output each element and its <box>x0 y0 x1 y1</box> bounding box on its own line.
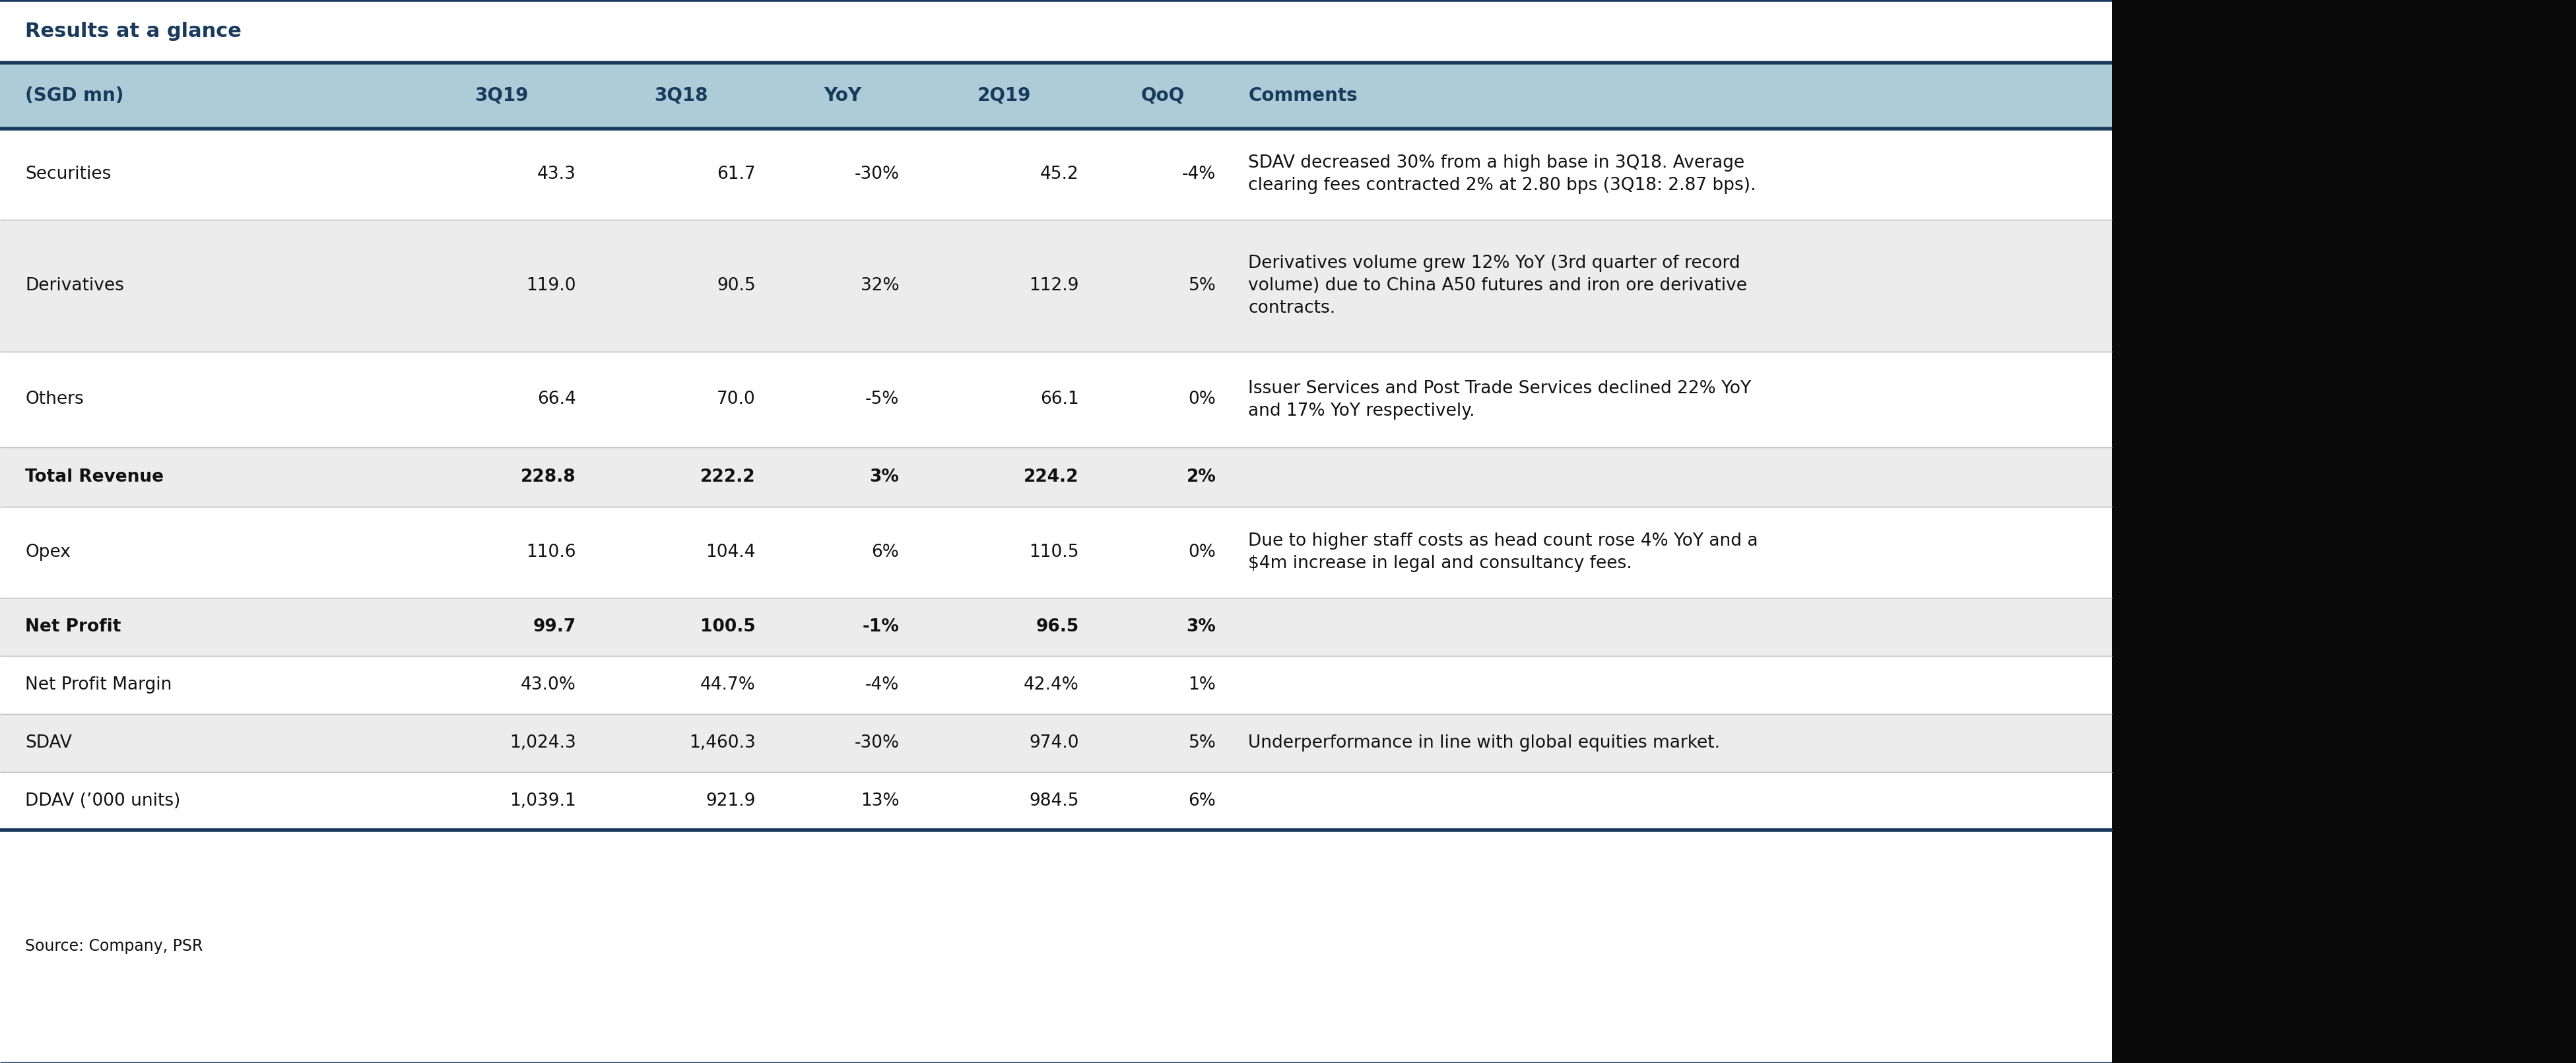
Bar <box>0 830 2112 1063</box>
Text: SDAV decreased 30% from a high base in 3Q18. Average
clearing fees contracted 2%: SDAV decreased 30% from a high base in 3… <box>1249 154 1757 193</box>
Text: 0%: 0% <box>1188 543 1216 561</box>
Text: 43.3: 43.3 <box>538 166 577 183</box>
Text: Source: Company, PSR: Source: Company, PSR <box>26 939 204 955</box>
Bar <box>0 656 2112 714</box>
Bar <box>0 220 2112 352</box>
Text: -4%: -4% <box>866 676 899 693</box>
Text: Derivatives: Derivatives <box>26 277 124 294</box>
Text: 1,024.3: 1,024.3 <box>510 735 577 752</box>
Text: 1,039.1: 1,039.1 <box>510 792 577 810</box>
Text: 61.7: 61.7 <box>716 166 755 183</box>
Text: 3Q19: 3Q19 <box>474 86 528 105</box>
Bar <box>0 772 2112 830</box>
Text: 1,460.3: 1,460.3 <box>688 735 755 752</box>
Text: QoQ: QoQ <box>1141 86 1185 105</box>
Text: 43.0%: 43.0% <box>520 676 577 693</box>
Text: 3%: 3% <box>871 469 899 486</box>
Text: 110.5: 110.5 <box>1028 543 1079 561</box>
Text: 110.6: 110.6 <box>526 543 577 561</box>
Text: 112.9: 112.9 <box>1028 277 1079 294</box>
Bar <box>0 448 2112 507</box>
Text: 42.4%: 42.4% <box>1023 676 1079 693</box>
Text: -5%: -5% <box>866 391 899 408</box>
Bar <box>0 352 2112 448</box>
Text: -1%: -1% <box>863 619 899 636</box>
Text: Net Profit Margin: Net Profit Margin <box>26 676 173 693</box>
Text: 44.7%: 44.7% <box>701 676 755 693</box>
Text: 2Q19: 2Q19 <box>976 86 1030 105</box>
Text: Net Profit: Net Profit <box>26 619 121 636</box>
Text: 70.0: 70.0 <box>716 391 755 408</box>
Text: 66.4: 66.4 <box>538 391 577 408</box>
Text: 6%: 6% <box>871 543 899 561</box>
Text: DDAV (’000 units): DDAV (’000 units) <box>26 792 180 810</box>
Text: -30%: -30% <box>855 166 899 183</box>
Text: 119.0: 119.0 <box>526 277 577 294</box>
Text: 5%: 5% <box>1188 735 1216 752</box>
Text: 224.2: 224.2 <box>1023 469 1079 486</box>
Text: SDAV: SDAV <box>26 735 72 752</box>
Text: 100.5: 100.5 <box>701 619 755 636</box>
Bar <box>0 507 2112 597</box>
Text: 921.9: 921.9 <box>706 792 755 810</box>
Text: 99.7: 99.7 <box>533 619 577 636</box>
Text: 5%: 5% <box>1188 277 1216 294</box>
Text: 45.2: 45.2 <box>1041 166 1079 183</box>
Text: Comments: Comments <box>1249 86 1358 105</box>
Text: 32%: 32% <box>860 277 899 294</box>
Text: Opex: Opex <box>26 543 70 561</box>
Text: Issuer Services and Post Trade Services declined 22% YoY
and 17% YoY respectivel: Issuer Services and Post Trade Services … <box>1249 379 1752 419</box>
Text: 66.1: 66.1 <box>1041 391 1079 408</box>
Text: -4%: -4% <box>1182 166 1216 183</box>
Bar <box>0 129 2112 220</box>
Text: 1%: 1% <box>1188 676 1216 693</box>
Text: Due to higher staff costs as head count rose 4% YoY and a
$4m increase in legal : Due to higher staff costs as head count … <box>1249 533 1759 572</box>
Text: Total Revenue: Total Revenue <box>26 469 165 486</box>
Bar <box>0 714 2112 772</box>
Text: -30%: -30% <box>855 735 899 752</box>
Text: 222.2: 222.2 <box>701 469 755 486</box>
Text: 974.0: 974.0 <box>1028 735 1079 752</box>
Bar <box>0 0 2112 63</box>
Text: 3Q18: 3Q18 <box>654 86 708 105</box>
Text: YoY: YoY <box>824 86 860 105</box>
Bar <box>0 597 2112 656</box>
Bar <box>0 63 2112 129</box>
Text: 90.5: 90.5 <box>716 277 755 294</box>
Text: 984.5: 984.5 <box>1028 792 1079 810</box>
Text: 6%: 6% <box>1188 792 1216 810</box>
Text: Results at a glance: Results at a glance <box>26 21 242 40</box>
Text: 0%: 0% <box>1188 391 1216 408</box>
Text: 96.5: 96.5 <box>1036 619 1079 636</box>
Text: 13%: 13% <box>860 792 899 810</box>
Text: (SGD mn): (SGD mn) <box>26 86 124 105</box>
Text: Securities: Securities <box>26 166 111 183</box>
Text: 3%: 3% <box>1188 619 1216 636</box>
Bar <box>2112 0 2576 1063</box>
Text: 2%: 2% <box>1188 469 1216 486</box>
Text: 228.8: 228.8 <box>520 469 577 486</box>
Text: Others: Others <box>26 391 85 408</box>
Text: 104.4: 104.4 <box>706 543 755 561</box>
Text: Underperformance in line with global equities market.: Underperformance in line with global equ… <box>1249 735 1721 752</box>
Text: Derivatives volume grew 12% YoY (3rd quarter of record
volume) due to China A50 : Derivatives volume grew 12% YoY (3rd qua… <box>1249 255 1747 317</box>
